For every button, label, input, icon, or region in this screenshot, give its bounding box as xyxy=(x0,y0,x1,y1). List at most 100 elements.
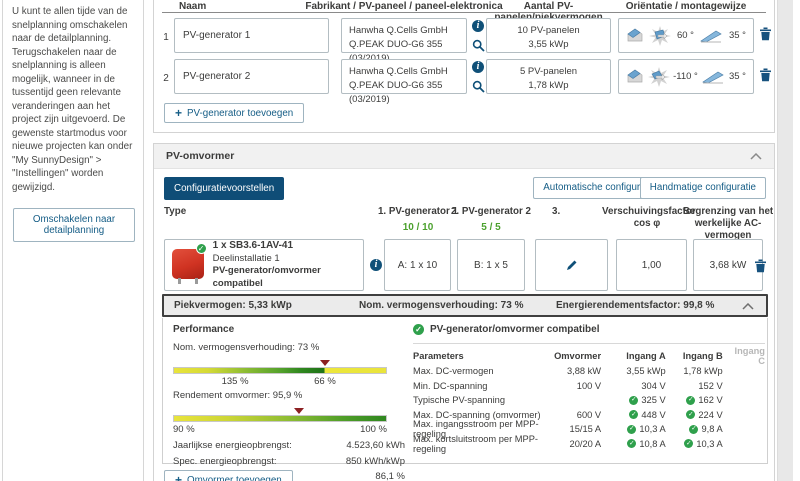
panel-model: Q.PEAK DUO-G6 355 (03/2019) xyxy=(349,38,443,64)
column-header-generator2: 2. PV-generator 2 5 / 5 xyxy=(441,206,541,235)
ok-check-icon: ✓ xyxy=(686,395,696,405)
generator1-assigned-count: 10 / 10 xyxy=(402,222,434,234)
power-ratio-gauge: 135 % 66 % xyxy=(173,360,387,387)
azimuth-compass-icon xyxy=(649,25,672,46)
parameter-row: Typische PV-spanning ✓ 325 V ✓ 162 V xyxy=(413,395,723,406)
orientation-box[interactable]: 60 ° 35 ° xyxy=(618,18,754,53)
input-b-box[interactable]: B: 1 x 5 xyxy=(457,239,525,291)
panel-count-box[interactable]: 5 PV-panelen 1,78 kWp xyxy=(486,59,611,94)
input-a-box[interactable]: A: 1 x 10 xyxy=(384,239,451,291)
gauge-marker xyxy=(294,408,305,414)
pencil-icon xyxy=(567,260,577,270)
performance-panel: Performance Nom. vermogensverhouding: 73… xyxy=(173,324,405,481)
plus-icon: + xyxy=(175,473,183,481)
search-icon[interactable] xyxy=(472,39,485,52)
efficiency-summary: Energierendementsfactor: 99,8 % xyxy=(556,300,715,311)
column-header-name: Naam xyxy=(179,1,207,12)
add-inverter-button[interactable]: + Omvormer toevoegen xyxy=(164,470,293,481)
inverter-model: 1 x SB3.6-1AV-41 xyxy=(212,240,294,252)
panel-selector[interactable]: Hanwha Q.Cells GmbH Q.PEAK DUO-G6 355 (0… xyxy=(341,59,467,105)
col-parameters: Parameters xyxy=(413,351,464,361)
generator-name-input[interactable] xyxy=(174,18,329,53)
ok-check-icon: ✓ xyxy=(627,424,637,434)
stat-row: Spec. energieopbrengst: 850 kWh/kWp xyxy=(173,456,405,472)
configuration-suggestions-button[interactable]: Configuratievoorstellen xyxy=(164,177,285,200)
gauge-tick: 100 % xyxy=(360,424,387,435)
roof-house-icon xyxy=(627,69,643,83)
edit-assignment-box[interactable] xyxy=(535,239,608,291)
stat-label: Spec. energieopbrengst: xyxy=(173,455,277,467)
ok-check-icon: ✓ xyxy=(684,439,694,449)
panel-count: 10 PV-panelen xyxy=(517,25,580,36)
collapse-chevron-icon[interactable] xyxy=(750,152,762,160)
inverter-summary-bar[interactable]: Piekvermogen: 5,33 kWp Nom. vermogensver… xyxy=(162,294,768,317)
stat-label: Jaarlijkse energieopbrengst: xyxy=(173,440,292,451)
parameters-panel: ✓ PV-generator/omvormer compatibel Param… xyxy=(413,324,765,454)
generator-name-input[interactable] xyxy=(174,59,329,94)
header-divider xyxy=(162,12,766,13)
peak-power-summary: Piekvermogen: 5,33 kWp xyxy=(174,300,292,311)
compatible-check-icon: ✓ xyxy=(195,243,207,254)
col-ingang-c: Ingang C xyxy=(734,346,765,366)
compatibility-header: ✓ PV-generator/omvormer compatibel xyxy=(413,324,765,335)
search-icon[interactable] xyxy=(472,80,485,93)
subinstallation-label: Deelinstallatie 1 xyxy=(212,252,280,264)
panel-count-box[interactable]: 10 PV-panelen 3,55 kWp xyxy=(486,18,611,53)
column-header-manufacturer: Fabrikant / PV-paneel / paneel-elektroni… xyxy=(305,1,503,12)
compatibility-title: PV-generator/omvormer compatibel xyxy=(430,324,600,335)
delete-generator-icon[interactable] xyxy=(759,26,772,41)
section-header-pv-omvormer[interactable]: PV-omvormer xyxy=(154,144,774,169)
ok-check-icon: ✓ xyxy=(627,439,637,449)
gauge-track xyxy=(173,415,387,422)
inverter-card[interactable]: ✓ 1 x SB3.6-1AV-41 Deelinstallatie 1 PV-… xyxy=(164,239,364,291)
col-omvormer: Omvormer xyxy=(554,351,602,361)
gauge-track xyxy=(173,367,387,374)
azimuth-compass-icon xyxy=(647,66,670,87)
compatible-check-icon: ✓ xyxy=(413,324,424,335)
info-icon[interactable]: i xyxy=(472,20,484,32)
panel-model: Q.PEAK DUO-G6 355 (03/2019) xyxy=(349,79,443,105)
column-header-ac-limit: Begrenzing van het werkelijke AC-vermoge… xyxy=(682,206,774,242)
delete-generator-icon[interactable] xyxy=(759,67,772,82)
delete-inverter-icon[interactable] xyxy=(754,258,767,273)
panel-manufacturer: Hanwha Q.Cells GmbH xyxy=(349,25,448,36)
pv-generators-panel: Naam Fabrikant / PV-paneel / paneel-elek… xyxy=(153,0,775,133)
parameters-table: Parameters Omvormer Ingang A Ingang B In… xyxy=(413,343,765,454)
orientation-box[interactable]: -110 ° 35 ° xyxy=(618,59,754,94)
ok-check-icon: ✓ xyxy=(629,410,639,420)
column-header-orientation: Oriëntatie / montagewijze xyxy=(625,1,747,12)
col-ingang-a: Ingang A xyxy=(626,351,666,361)
col-ingang-b: Ingang B xyxy=(682,351,723,361)
stat-value: 4.523,60 kWh xyxy=(346,440,405,451)
panel-selector[interactable]: Hanwha Q.Cells GmbH Q.PEAK DUO-G6 355 (0… xyxy=(341,18,467,64)
parameter-row: Min. DC-spanning 100 V 304 V 152 V xyxy=(413,380,723,391)
inverter-details-body: Performance Nom. vermogensverhouding: 73… xyxy=(162,318,768,481)
switch-to-detail-planning-button[interactable]: Omschakelen naar detailplanning xyxy=(13,208,135,243)
cos-phi-box[interactable]: 1,00 xyxy=(616,239,687,291)
compatibility-label: PV-generator/omvormer compatibel xyxy=(212,265,321,290)
gauge-tick: 66 % xyxy=(314,376,336,387)
pv-inverter-panel: PV-omvormer Configuratievoorstellen Auto… xyxy=(153,143,775,481)
info-icon[interactable]: i xyxy=(370,259,382,271)
tilt-value: 35 ° xyxy=(728,71,746,82)
parameter-row: Max. kortsluitstroom per MPP-regeling 20… xyxy=(413,433,723,454)
inverter-device-image: ✓ xyxy=(171,243,207,285)
gauge-tick: 90 % xyxy=(173,424,195,435)
parameter-row: Max. DC-spanning (omvormer) 600 V ✓ 448 V… xyxy=(413,409,723,420)
power-ratio-bar-label: Nom. vermogensverhouding: 73 % xyxy=(173,342,320,353)
column-header-3: 3. xyxy=(552,206,561,217)
tilt-panel-icon xyxy=(700,30,723,42)
add-inverter-label: Omvormer toevoegen xyxy=(187,474,282,481)
sidebar-planning-info: U kunt te allen tijde van de snelplannin… xyxy=(2,0,144,481)
column-header-count: Aantal PV-panelen/piekvermogen xyxy=(494,1,602,23)
manual-configuration-button[interactable]: Handmatige configuratie xyxy=(639,177,766,199)
power-ratio-summary: Nom. vermogensverhouding: 73 % xyxy=(359,300,524,311)
stat-value: 86,1 % xyxy=(375,471,405,481)
collapse-chevron-icon[interactable] xyxy=(742,303,754,310)
ac-limit-box[interactable]: 3,68 kW xyxy=(693,239,763,291)
performance-title: Performance xyxy=(173,324,235,335)
tilt-panel-icon xyxy=(702,71,725,83)
add-pv-generator-button[interactable]: + PV-generator toevoegen xyxy=(164,103,305,123)
info-icon[interactable]: i xyxy=(472,61,484,73)
